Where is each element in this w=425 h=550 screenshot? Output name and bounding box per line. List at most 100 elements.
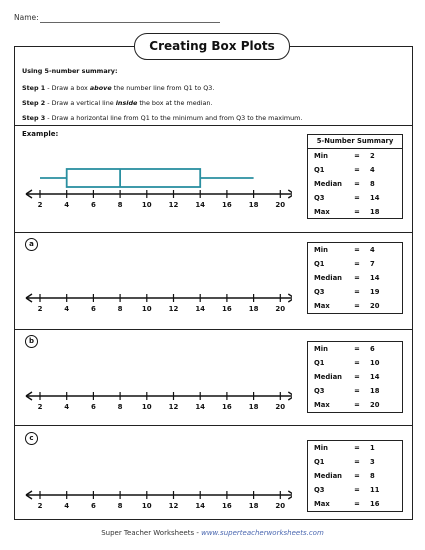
axis-tick-label: 4 xyxy=(64,201,69,209)
median-value: 8 xyxy=(370,180,375,188)
axis-tick-label: 18 xyxy=(249,502,259,510)
example-number-line: 2 4 6 8 10 12 14 16 18 20 xyxy=(25,168,292,209)
axis-tick-label: 6 xyxy=(91,502,96,510)
example-box-plot xyxy=(40,168,254,188)
equals: = xyxy=(354,302,360,310)
min-label: Min xyxy=(314,345,328,353)
arrow-right-icon xyxy=(287,189,292,199)
equals: = xyxy=(354,444,360,452)
example-summary-box: 5-Number Summary Min = 2 Q1 = 4 Median = 8 Q3 =… xyxy=(307,134,403,219)
number-line-axis: 2 4 6 8 10 12 14 16 18 20 xyxy=(25,189,292,209)
problem-a-summary-box: Min = 4 Q1 = 7 Median = 14 Q3 = 19 Max = 20 xyxy=(307,242,403,314)
max-value: 20 xyxy=(370,302,380,310)
max-label: Max xyxy=(314,401,330,409)
number-line-axis: 2 4 6 8 10 12 14 16 18 20 xyxy=(25,490,292,510)
instructions-heading: Using 5-number summary: xyxy=(22,67,118,75)
axis-tick-label: 12 xyxy=(169,305,179,313)
axis-tick-label: 16 xyxy=(222,403,232,411)
instruction-step-3: Step 3 - Draw a horizontal line from Q1 … xyxy=(22,114,302,122)
equals: = xyxy=(354,274,360,282)
axis-tick-label: 20 xyxy=(275,201,285,209)
min-value: 2 xyxy=(370,152,375,160)
q3-value: 14 xyxy=(370,194,380,202)
axis-tick-label: 16 xyxy=(222,305,232,313)
axis-tick-label: 14 xyxy=(195,403,205,411)
problem-b-number-line[interactable]: 2 4 6 8 10 12 14 16 18 20 xyxy=(22,372,292,420)
equals: = xyxy=(354,486,360,494)
q3-value: 18 xyxy=(370,387,380,395)
equals: = xyxy=(354,208,360,216)
axis-tick-label: 2 xyxy=(38,201,43,209)
q1-label: Q1 xyxy=(314,260,325,268)
median-label: Median xyxy=(314,180,342,188)
axis-tick-label: 14 xyxy=(195,201,205,209)
axis-tick-label: 16 xyxy=(222,502,232,510)
equals: = xyxy=(354,194,360,202)
arrow-left-icon xyxy=(25,490,33,500)
max-value: 16 xyxy=(370,500,380,508)
q1-label: Q1 xyxy=(314,166,325,174)
q3-label: Q3 xyxy=(314,194,325,202)
instruction-step-2: Step 2 - Draw a vertical line inside the… xyxy=(22,99,212,107)
axis-tick-label: 10 xyxy=(142,403,152,411)
section-divider xyxy=(14,425,413,426)
q3-label: Q3 xyxy=(314,288,325,296)
equals: = xyxy=(354,500,360,508)
number-line-axis: 2 4 6 8 10 12 14 16 18 20 xyxy=(25,391,292,411)
problem-b-marker: b xyxy=(25,335,38,348)
number-line-axis: 2 4 6 8 10 12 14 16 18 20 xyxy=(25,293,292,313)
step-emphasis: inside xyxy=(115,99,138,107)
footer-separator: - xyxy=(194,529,202,537)
q1-value: 10 xyxy=(370,359,380,367)
q1-label: Q1 xyxy=(314,458,325,466)
min-label: Min xyxy=(314,444,328,452)
step-label: Step 2 xyxy=(22,99,46,107)
summary-heading: 5-Number Summary xyxy=(308,135,402,149)
min-label: Min xyxy=(314,246,328,254)
equals: = xyxy=(354,401,360,409)
footer-site-link[interactable]: www.superteacherworksheets.com xyxy=(201,529,324,537)
median-label: Median xyxy=(314,373,342,381)
equals: = xyxy=(354,260,360,268)
axis-tick-label: 10 xyxy=(142,201,152,209)
equals: = xyxy=(354,458,360,466)
median-label: Median xyxy=(314,472,342,480)
median-value: 8 xyxy=(370,472,375,480)
axis-tick-label: 2 xyxy=(38,403,43,411)
name-field-line[interactable] xyxy=(40,22,220,23)
arrow-right-icon xyxy=(287,490,292,500)
axis-tick-label: 8 xyxy=(118,403,123,411)
axis-tick-label: 18 xyxy=(249,305,259,313)
max-value: 20 xyxy=(370,401,380,409)
median-value: 14 xyxy=(370,373,380,381)
equals: = xyxy=(354,246,360,254)
axis-tick-label: 14 xyxy=(195,502,205,510)
step-label: Step 3 xyxy=(22,114,46,122)
max-label: Max xyxy=(314,500,330,508)
problem-a-number-line[interactable]: 2 4 6 8 10 12 14 16 18 20 xyxy=(22,274,292,322)
problem-c-number-line[interactable]: 2 4 6 8 10 12 14 16 18 20 xyxy=(22,471,292,519)
axis-tick-label: 4 xyxy=(64,403,69,411)
axis-tick-label: 18 xyxy=(249,201,259,209)
q3-label: Q3 xyxy=(314,486,325,494)
summary-table: Min = 2 Q1 = 4 Median = 8 Q3 = 14 Max = 18 xyxy=(308,149,402,219)
section-divider xyxy=(14,329,413,330)
quartile-box xyxy=(65,168,202,188)
axis-tick-label: 8 xyxy=(118,305,123,313)
equals: = xyxy=(354,166,360,174)
problem-c-marker: c xyxy=(25,432,38,445)
problem-c-summary-box: Min = 1 Q1 = 3 Median = 8 Q3 = 11 Max = 16 xyxy=(307,440,403,512)
axis-tick-label: 8 xyxy=(118,201,123,209)
summary-table: Min = 6 Q1 = 10 Median = 14 Q3 = 18 Max = 20 xyxy=(308,342,402,412)
example-label: Example: xyxy=(22,130,59,138)
arrow-left-icon xyxy=(25,293,33,303)
max-label: Max xyxy=(314,208,330,216)
axis-tick-label: 20 xyxy=(275,305,285,313)
summary-table: Min = 4 Q1 = 7 Median = 14 Q3 = 19 Max = 20 xyxy=(308,243,402,313)
instruction-step-1: Step 1 - Draw a box above the number lin… xyxy=(22,84,214,92)
axis-tick-label: 12 xyxy=(169,502,179,510)
axis-tick-label: 8 xyxy=(118,502,123,510)
summary-table: Min = 1 Q1 = 3 Median = 8 Q3 = 11 Max = 16 xyxy=(308,441,402,511)
arrow-left-icon xyxy=(25,189,33,199)
q3-value: 11 xyxy=(370,486,380,494)
